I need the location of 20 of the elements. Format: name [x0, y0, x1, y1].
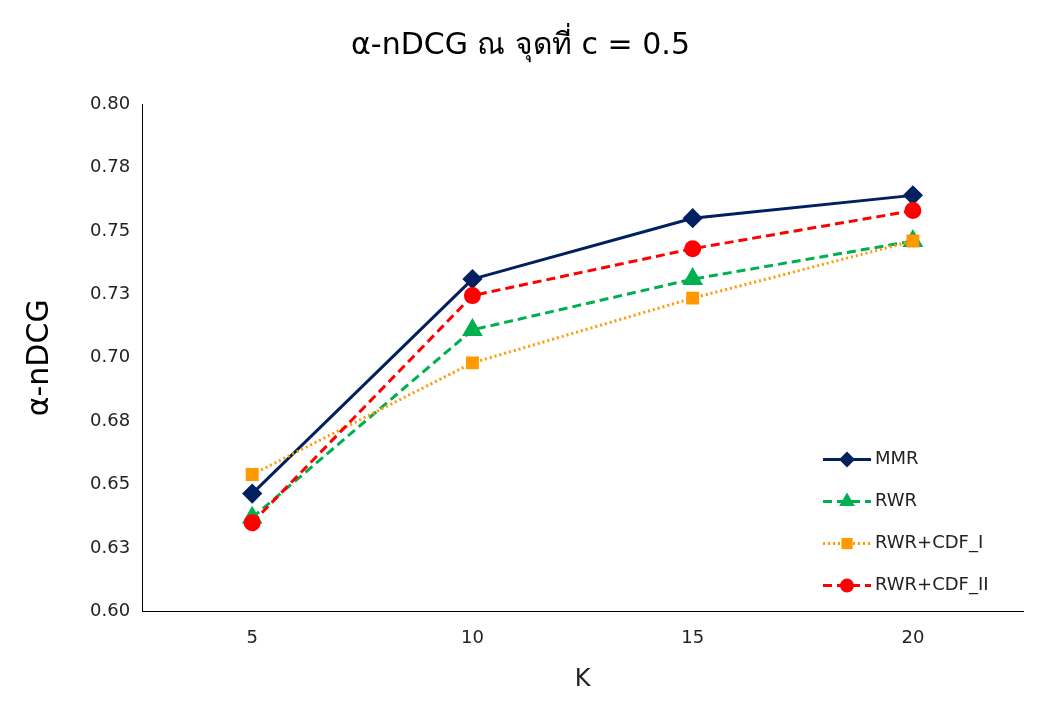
- y-tick-label: 0.70: [90, 345, 131, 367]
- y-tick-label: 0.65: [90, 472, 131, 494]
- y-tick-label: 0.75: [90, 218, 131, 240]
- y-tick-label: 0.80: [90, 91, 131, 113]
- legend-label: RWR: [875, 489, 918, 511]
- y-tick-label: 0.78: [90, 155, 131, 177]
- y-axis-title: α-nDCG: [19, 299, 55, 417]
- x-axis-title: K: [574, 663, 592, 692]
- legend-label: RWR+CDF_I: [875, 531, 984, 554]
- x-tick-label: 5: [246, 626, 258, 648]
- y-tick-label: 0.73: [90, 282, 131, 304]
- y-tick-label: 0.68: [90, 408, 131, 430]
- y-tick-label: 0.63: [90, 535, 131, 557]
- x-tick-label: 10: [460, 626, 484, 648]
- x-tick-label: 15: [681, 626, 705, 648]
- x-tick-label: 20: [901, 626, 925, 648]
- legend-label: MMR: [875, 447, 919, 469]
- legend-label: RWR+CDF_II: [875, 573, 989, 596]
- y-tick-label: 0.60: [90, 599, 131, 621]
- chart-title: α-nDCG ณ จุดที่ c = 0.5: [351, 22, 690, 63]
